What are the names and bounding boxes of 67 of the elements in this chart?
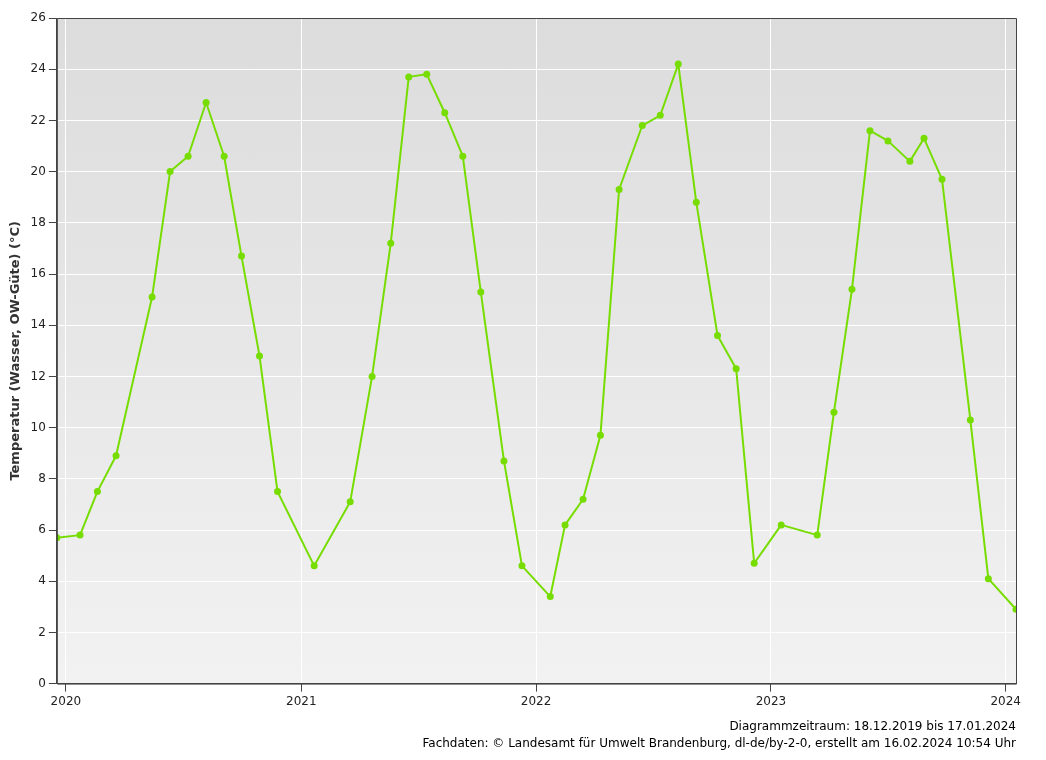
- text: Diagrammzeitraum: 18.12.2019 bis 17.01.2024: [728, 718, 1016, 735]
- point: [732, 365, 740, 373]
- point: [518, 562, 526, 570]
- point: [148, 293, 156, 301]
- point: [920, 134, 928, 142]
- point: [546, 593, 554, 601]
- point: [638, 122, 646, 130]
- point: [674, 60, 682, 68]
- y-axis-title: Temperatur (Wasser, OW-Güte) (°C): [7, 220, 23, 481]
- y-tick-label: 22: [30, 112, 46, 127]
- text: Fachdaten: © Landesamt für Umwelt Brandenburg, dl-de/by-2-0, erstellt am 16.02.2024 10:54 Uhr: [422, 735, 1016, 752]
- x-tick-label: 2023: [755, 693, 787, 708]
- point: [166, 168, 174, 176]
- y-tick-label: 0: [38, 675, 46, 690]
- point: [441, 109, 449, 117]
- y-tick-label: 10: [30, 419, 46, 434]
- point: [310, 562, 318, 570]
- point: [405, 73, 413, 81]
- y-tick-label: 12: [30, 368, 46, 383]
- point: [596, 431, 604, 439]
- point: [112, 452, 120, 460]
- x-tick-label: 2024: [990, 693, 1021, 708]
- point: [220, 152, 228, 160]
- point: [579, 495, 587, 503]
- point: [76, 531, 84, 539]
- point: [477, 288, 485, 296]
- point: [500, 457, 508, 465]
- point: [561, 521, 569, 529]
- y-tick-label: 20: [30, 163, 46, 178]
- x-tick-label: 2022: [520, 693, 552, 708]
- point: [93, 488, 101, 496]
- point: [237, 252, 245, 260]
- point: [459, 152, 467, 160]
- point: [830, 408, 838, 416]
- point: [615, 186, 623, 194]
- point: [656, 111, 664, 119]
- point: [274, 488, 282, 496]
- y-tick-label: 24: [30, 61, 46, 76]
- point: [866, 127, 874, 135]
- point: [984, 575, 992, 583]
- point: [813, 531, 821, 539]
- point: [202, 98, 210, 106]
- y-tick-label: 18: [30, 214, 46, 229]
- point: [184, 152, 192, 160]
- point: [346, 498, 354, 506]
- point: [256, 352, 263, 360]
- y-tick-label: 2: [38, 624, 46, 639]
- point: [848, 285, 856, 293]
- y-tick-label: 14: [30, 317, 46, 332]
- point: [906, 157, 914, 165]
- point: [692, 198, 700, 206]
- point: [966, 416, 974, 424]
- point: [387, 239, 395, 247]
- y-tick-label: 6: [38, 522, 46, 537]
- point: [750, 559, 758, 567]
- y-tick-label: 26: [30, 10, 46, 25]
- point: [368, 372, 376, 380]
- point: [777, 521, 785, 529]
- x-tick-label: 2021: [286, 693, 317, 708]
- point: [423, 70, 431, 78]
- point: [938, 175, 946, 183]
- y-tick-label: 4: [38, 573, 46, 588]
- point: [714, 331, 722, 339]
- y-tick-label: 16: [30, 266, 46, 281]
- y-tick-label: 8: [38, 470, 46, 485]
- point: [884, 137, 892, 145]
- x-tick-label: 2020: [50, 693, 82, 708]
